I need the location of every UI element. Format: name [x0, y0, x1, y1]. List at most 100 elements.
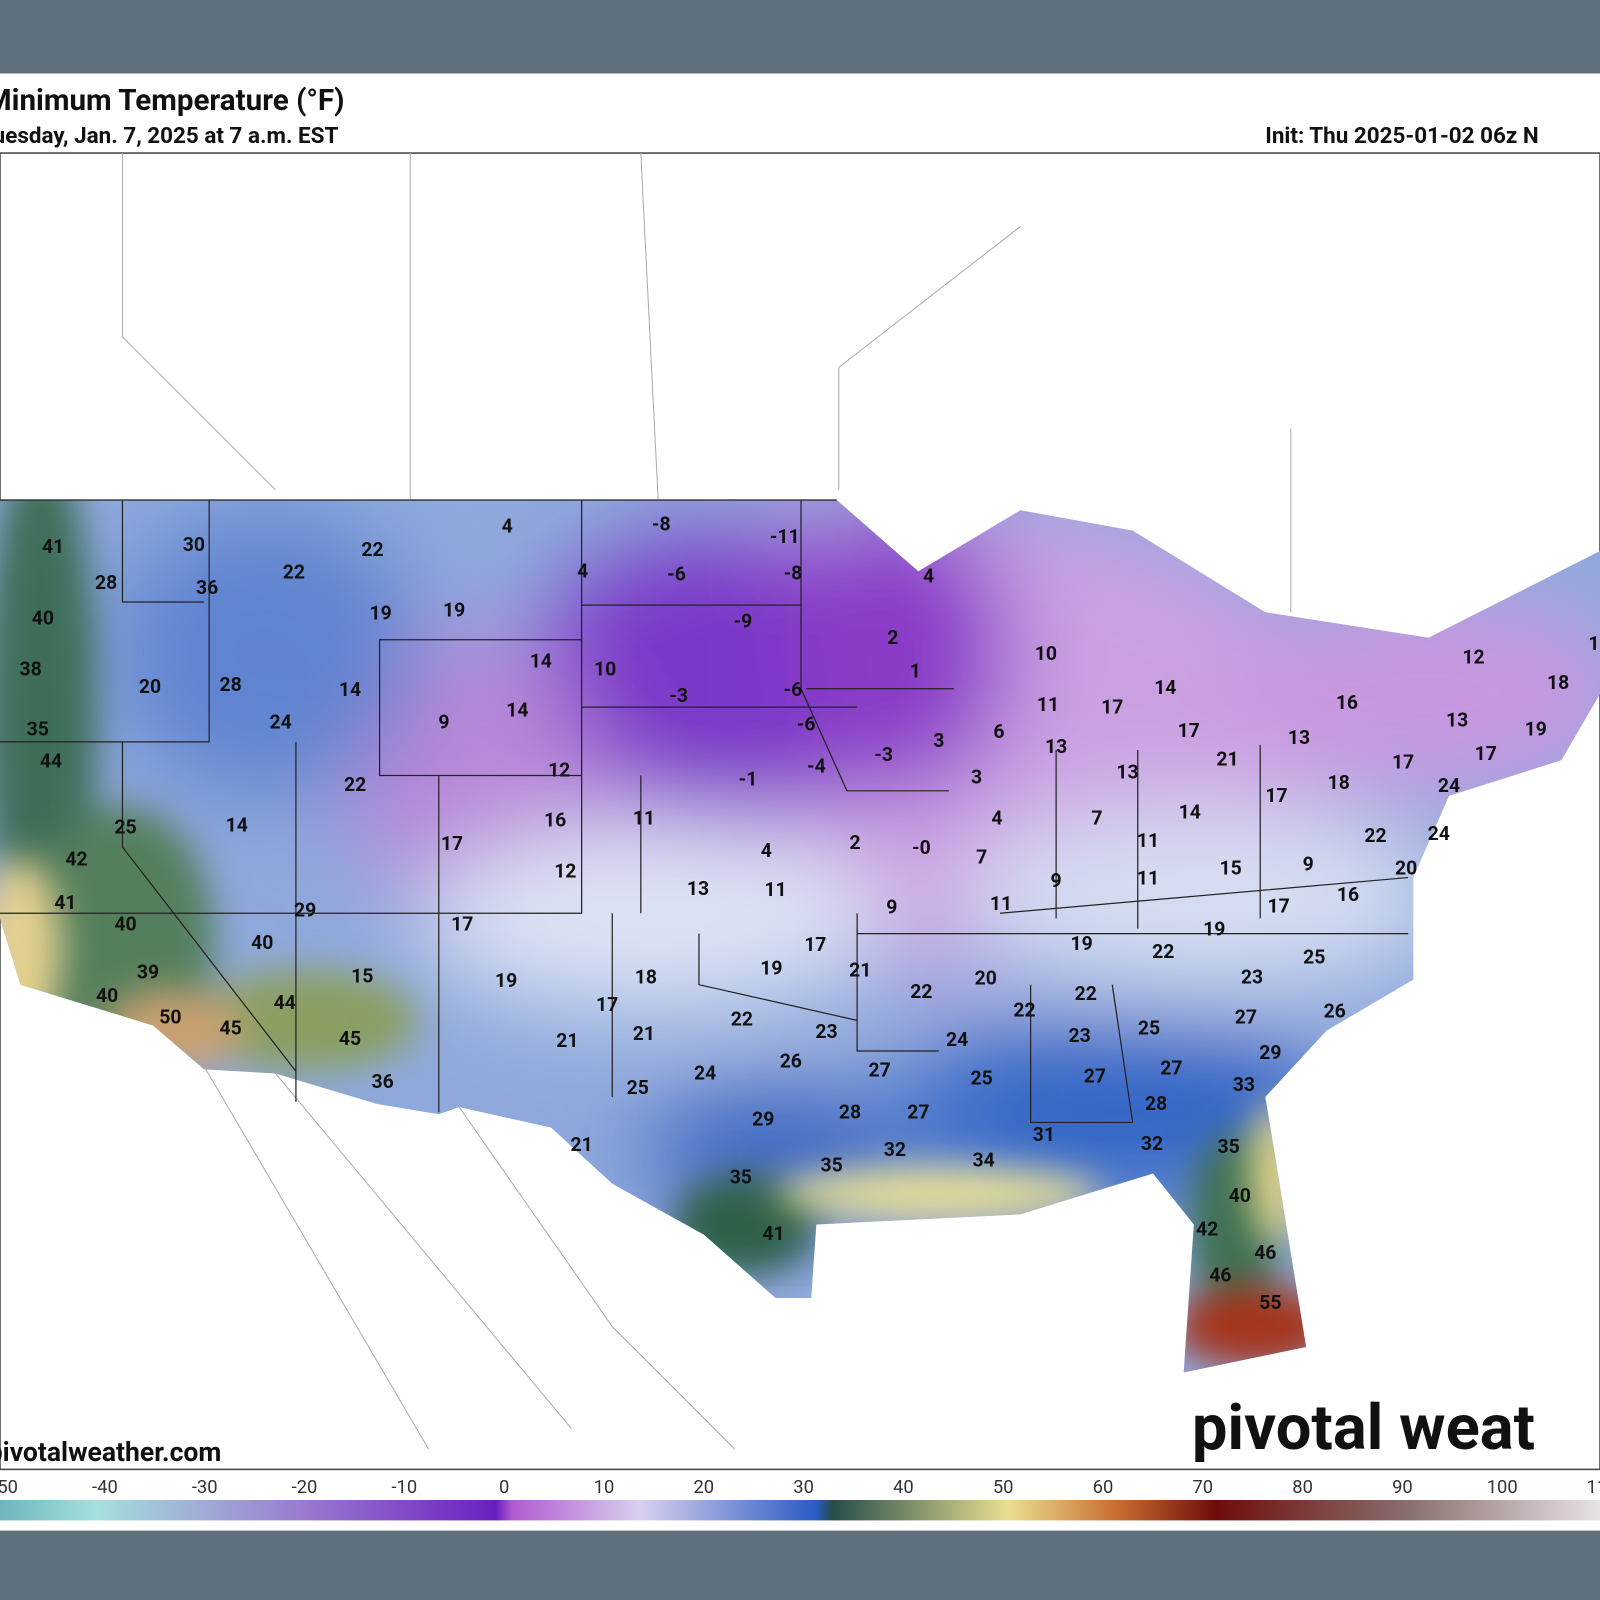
temperature-label: 36: [372, 1070, 394, 1093]
temperature-label: 40: [114, 913, 136, 936]
temperature-label: 29: [1259, 1041, 1281, 1064]
temperature-label: 27: [1235, 1005, 1257, 1028]
temperature-label: 16: [1337, 883, 1359, 906]
temperature-label: 23: [1241, 966, 1263, 989]
temperature-label: 6: [993, 720, 1004, 743]
temperature-label: 20: [139, 675, 161, 698]
temperature-label: 14: [1154, 676, 1176, 699]
temperature-label: 27: [1084, 1065, 1106, 1088]
temperature-label: 11: [1137, 867, 1159, 890]
state-lines: [0, 499, 1409, 1124]
temperature-label: 1: [910, 660, 921, 683]
colorbar-tick-label: 40: [893, 1477, 914, 1498]
temperature-label: 19: [1203, 918, 1225, 941]
temperature-label: 25: [971, 1067, 993, 1090]
temperature-label: 22: [910, 980, 932, 1003]
temperature-label: -8: [652, 513, 671, 536]
temperature-label: -3: [669, 684, 688, 707]
temperature-label: 30: [183, 533, 205, 556]
temperature-label: 19: [1071, 932, 1093, 955]
temperature-label: 44: [274, 991, 296, 1014]
temperature-label: 17: [441, 832, 463, 855]
temperature-label: -11: [770, 525, 800, 548]
temperature-label: 17: [1475, 742, 1497, 765]
temperature-label: 46: [1209, 1264, 1231, 1287]
temperature-label: 17: [596, 993, 618, 1016]
temperature-label: 28: [1145, 1092, 1167, 1115]
temperature-label: 23: [1068, 1024, 1090, 1047]
temperature-label: 29: [294, 898, 316, 921]
temperature-label: 9: [438, 711, 449, 734]
temperature-label: 27: [868, 1059, 890, 1082]
colorbar-tick-label: 110: [1587, 1477, 1600, 1498]
temperature-label: 19: [495, 969, 517, 992]
colorbar-tick-label: 100: [1487, 1477, 1518, 1498]
temperature-label: 18: [635, 966, 657, 989]
colorbar-tick-label: -10: [391, 1477, 417, 1498]
temperature-label: 45: [219, 1017, 241, 1040]
temperature-label: 19: [369, 601, 391, 624]
temperature-label: -9: [733, 610, 752, 633]
temperature-label: 21: [849, 959, 871, 982]
temperature-label: 22: [1364, 824, 1386, 847]
init-time: Init: Thu 2025-01-02 06z N: [1265, 123, 1538, 149]
temperature-label: 17: [1392, 750, 1414, 773]
temperature-label: 3: [933, 729, 944, 752]
temperature-label: 17: [1178, 719, 1200, 742]
temperature-label: 17: [1267, 894, 1289, 917]
temperature-label: 2: [887, 626, 898, 649]
borders: [121, 153, 1292, 1450]
colorbar-tick-label: -50: [0, 1477, 18, 1498]
temperature-label: 10: [594, 658, 616, 681]
temperature-label: 20: [1395, 857, 1417, 880]
temperature-label: -3: [874, 743, 893, 766]
temperature-label: 4: [502, 515, 513, 538]
temperature-label: 22: [731, 1008, 753, 1031]
temperature-label: 13: [1446, 709, 1468, 732]
temperature-label: 36: [196, 576, 218, 599]
temperature-label: -6: [667, 563, 686, 586]
colorbar-tick-label: -30: [192, 1477, 218, 1498]
temperature-label: 31: [1033, 1123, 1055, 1146]
temperature-label: 22: [1152, 940, 1174, 963]
temperature-label: 22: [1075, 982, 1097, 1005]
temperature-label: 12: [1462, 645, 1484, 668]
temperature-label: 9: [1303, 852, 1314, 875]
temperature-label: 13: [1116, 761, 1138, 784]
temperature-label: 22: [344, 773, 366, 796]
colorbar-tick-label: 70: [1192, 1477, 1213, 1498]
temperature-label: 27: [1160, 1057, 1182, 1080]
temperature-label: 7: [976, 845, 987, 868]
temperature-label: 13: [1288, 726, 1310, 749]
temperature-label: 3: [971, 766, 982, 789]
temperature-label: 19: [1525, 718, 1547, 741]
temperature-label: 9: [886, 895, 897, 918]
colorbar-tick-label: 80: [1292, 1477, 1313, 1498]
temperature-label: 25: [1303, 945, 1325, 968]
colorbar-tick-label: -20: [292, 1477, 318, 1498]
temperature-label: 24: [1438, 774, 1460, 797]
temperature-label: 34: [973, 1148, 995, 1171]
temperature-label: 28: [219, 673, 241, 696]
temperature-label: 2: [850, 831, 861, 854]
temperature-label: 35: [27, 718, 49, 741]
temperature-label: 40: [251, 931, 273, 954]
temperature-label: 15: [351, 965, 373, 988]
temperature-label: 16: [1336, 691, 1358, 714]
temperature-label: 9: [1051, 869, 1062, 892]
temperature-label: 22: [361, 538, 383, 561]
temperature-label: 38: [19, 658, 41, 681]
temperature-label: 11: [764, 878, 786, 901]
temperature-label: 14: [339, 678, 361, 701]
temperature-label: 27: [907, 1100, 929, 1123]
temperature-label: 35: [821, 1153, 843, 1176]
temperature-label: 22: [283, 561, 305, 584]
temperature-label: 25: [1138, 1017, 1160, 1040]
colorbar-tick-label: 60: [1093, 1477, 1114, 1498]
temperature-label: -8: [783, 562, 802, 585]
temperature-label: 41: [54, 891, 76, 914]
temperature-label: 4: [761, 839, 772, 862]
valid-time: Tuesday, Jan. 7, 2025 at 7 a.m. EST: [0, 123, 338, 149]
